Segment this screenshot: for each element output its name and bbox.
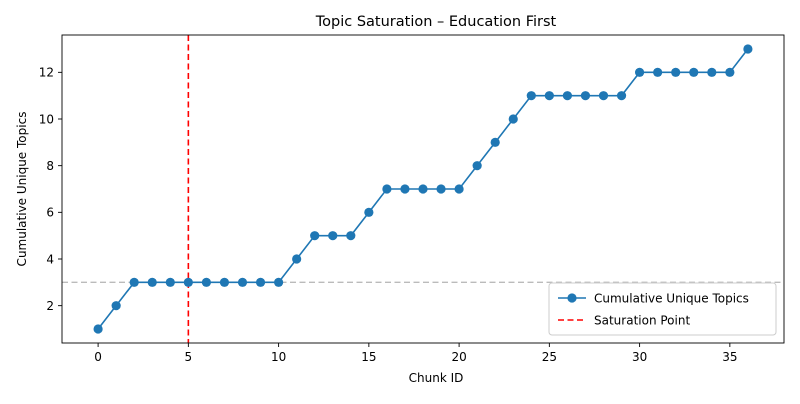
legend-box: [548, 282, 777, 336]
data-point: [310, 231, 320, 241]
data-point: [544, 91, 554, 101]
data-point: [526, 91, 536, 101]
data-point: [346, 231, 356, 241]
legend-label: Saturation Point: [594, 313, 690, 327]
data-point: [93, 324, 103, 334]
data-point: [653, 67, 663, 77]
x-tick-label: 25: [542, 350, 557, 364]
data-point: [671, 67, 681, 77]
data-point: [508, 114, 518, 124]
x-tick-label: 15: [361, 350, 376, 364]
x-tick-label: 0: [94, 350, 102, 364]
y-tick-label: 12: [39, 66, 54, 80]
data-point: [707, 67, 717, 77]
data-point: [472, 161, 482, 171]
data-point: [454, 184, 464, 194]
data-point: [129, 277, 139, 287]
data-point: [201, 277, 211, 287]
data-point: [580, 91, 591, 101]
x-axis-label: Chunk ID: [409, 371, 464, 385]
data-point: [616, 91, 627, 101]
data-point: [111, 301, 121, 311]
x-tick-label: 5: [185, 350, 193, 364]
data-point: [382, 184, 392, 194]
data-point: [436, 184, 446, 194]
data-point: [165, 277, 175, 287]
y-tick-label: 8: [46, 159, 54, 173]
data-point: [418, 184, 428, 194]
x-tick-label: 10: [271, 350, 286, 364]
data-point: [292, 254, 302, 264]
data-point: [743, 44, 753, 54]
data-point: [400, 184, 410, 194]
data-point: [635, 67, 645, 77]
chart-title: Topic Saturation – Education First: [315, 14, 557, 30]
x-tick-label: 30: [632, 350, 647, 364]
y-tick-label: 2: [46, 299, 54, 313]
x-axis-ticks: 0 5 10 15 20 25 30 35: [94, 343, 737, 364]
y-axis-ticks: 2 4 6 8 10 12: [39, 66, 62, 313]
data-point: [598, 91, 609, 101]
legend-label: Cumulative Unique Topics: [594, 291, 749, 305]
x-tick-label: 20: [451, 350, 466, 364]
data-point: [562, 91, 573, 101]
y-tick-label: 10: [39, 112, 54, 126]
data-point: [255, 277, 266, 287]
legend: Cumulative Unique Topics Saturation Point: [548, 282, 777, 336]
data-point: [725, 67, 735, 77]
reference-lines: [62, 35, 784, 343]
data-point: [219, 277, 230, 287]
y-tick-label: 4: [46, 252, 54, 266]
y-tick-label: 6: [46, 206, 54, 220]
data-point: [147, 277, 157, 287]
data-point: [328, 231, 338, 241]
series-markers: [93, 44, 753, 334]
data-point: [364, 207, 374, 217]
data-point: [183, 277, 193, 287]
plot-frame: [61, 34, 785, 344]
legend-series-marker: [567, 293, 577, 303]
data-point: [689, 67, 699, 77]
data-point: [237, 277, 248, 287]
y-axis-label: Cumulative Unique Topics: [15, 112, 29, 267]
data-point: [490, 137, 500, 147]
data-point: [274, 277, 284, 287]
x-tick-label: 35: [722, 350, 737, 364]
